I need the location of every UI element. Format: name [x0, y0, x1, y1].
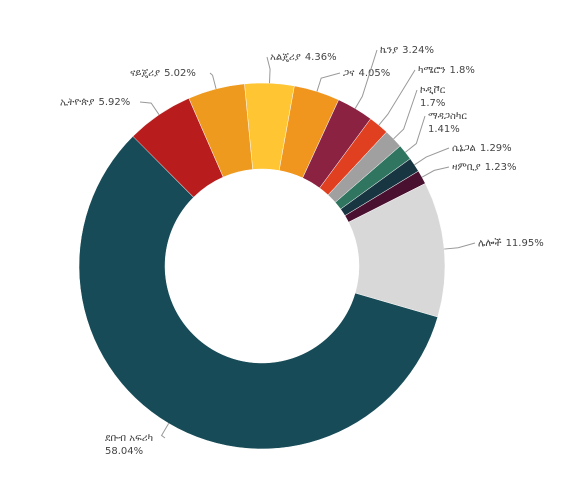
slice-label: ኢትዮጵያ — [60, 97, 94, 108]
leader-line — [405, 115, 426, 153]
leader-line — [209, 72, 217, 89]
leader-line — [444, 242, 476, 250]
slice-label: ዛምቢያ — [452, 162, 481, 173]
slice — [78, 135, 439, 450]
value-label: 4.36% — [305, 52, 337, 63]
leader-line — [378, 69, 416, 126]
slice-label-group: ናይጄሪያ 5.02% — [130, 68, 196, 79]
slice-label-group: ኬንያ 3.24% — [380, 45, 434, 56]
leader-line — [266, 56, 271, 84]
slice-label: ሴኔጋል — [452, 143, 476, 154]
slice-label: ጋና — [343, 68, 355, 79]
value-label: 1.7% — [420, 98, 445, 109]
slice-label-group: ካሜሮን 1.8% — [418, 65, 475, 76]
slice-label: ሌሎች — [478, 238, 502, 249]
value-label: 1.29% — [480, 143, 512, 154]
slice-label-group: ኢትዮጵያ 5.92% — [60, 97, 130, 108]
value-label: 5.92% — [98, 97, 130, 108]
slice-label: ናይጄሪያ — [130, 68, 160, 79]
slice-label-group: ሌሎች 11.95% — [478, 238, 544, 249]
slice-label-group: ዛምቢያ 1.23% — [452, 162, 516, 173]
slice-label: ደቡብ አፍሪካ — [105, 433, 153, 444]
value-label: 1.41% — [428, 124, 460, 135]
value-label: 3.24% — [402, 45, 434, 56]
slice-label: ኬንያ — [380, 45, 398, 56]
slice-label: ካሜሮን — [418, 65, 445, 76]
slice-label-group: ጋና 4.05% — [343, 68, 390, 79]
value-label: 5.02% — [164, 68, 196, 79]
slice-label-group: አልጄሪያ 4.36% — [270, 52, 337, 63]
value-label: 11.95% — [506, 238, 544, 249]
slice — [188, 83, 253, 178]
slice-label: ማዳጋስካር — [428, 111, 467, 122]
slice-label: አልጄሪያ — [270, 52, 301, 63]
value-label: 58.04% — [105, 446, 143, 457]
value-label: 4.05% — [358, 68, 390, 79]
leader-line — [354, 49, 378, 109]
slice-label-group: ሴኔጋል 1.29% — [452, 143, 512, 154]
slice-label: ኮዲቮር — [420, 85, 446, 96]
leader-line — [160, 423, 170, 439]
value-label: 1.8% — [449, 65, 474, 76]
leader-line — [414, 147, 450, 166]
leader-line — [393, 89, 418, 140]
value-label: 1.23% — [485, 162, 517, 173]
leader-line — [316, 72, 341, 92]
leader-line — [139, 101, 160, 115]
leader-line — [421, 166, 450, 178]
